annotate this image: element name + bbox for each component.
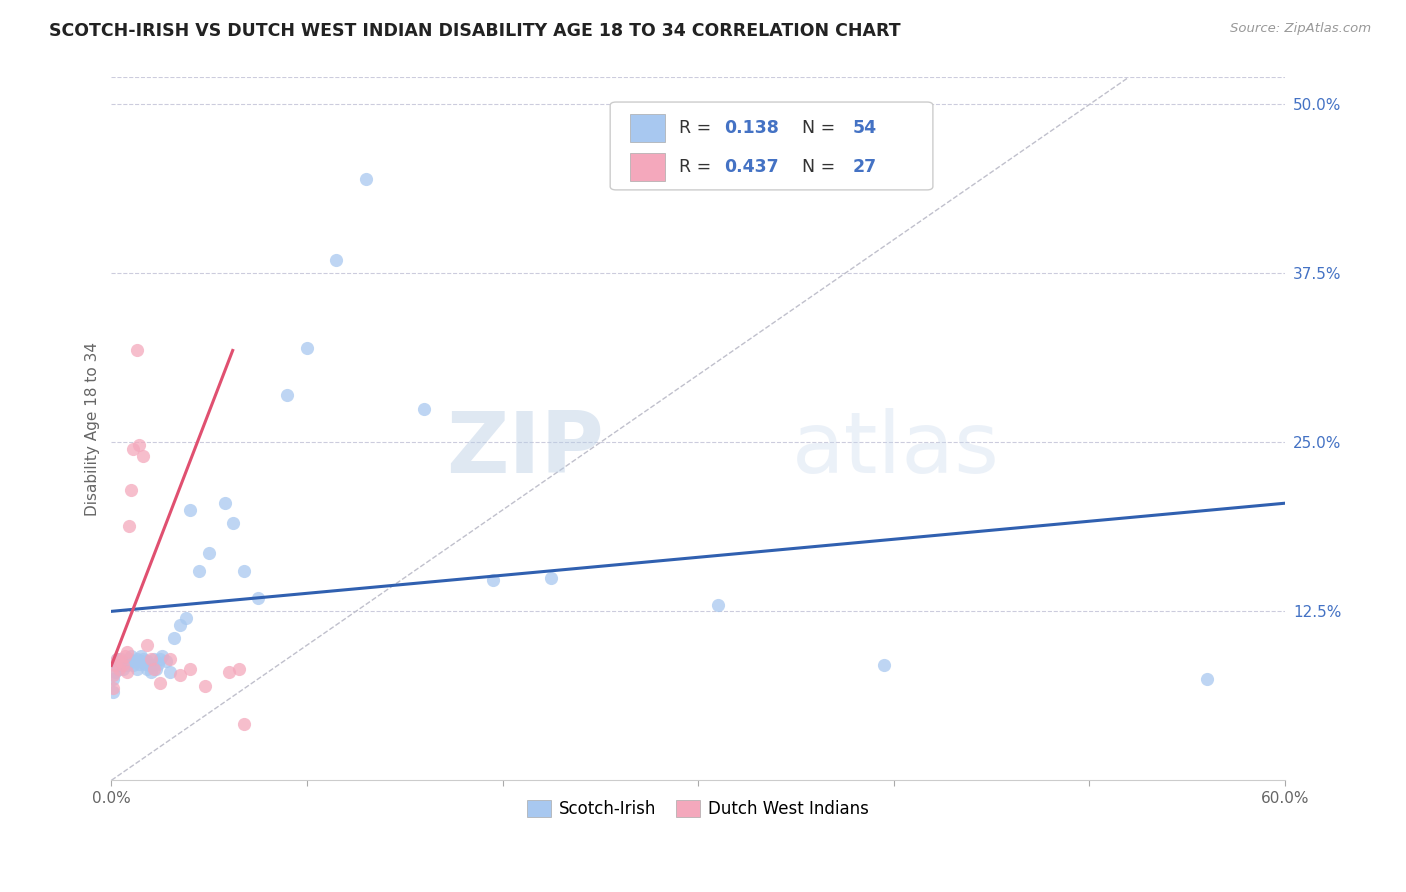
Point — [188, 564, 211, 578]
Point — [120, 648, 142, 663]
Point — [143, 663, 166, 677]
Point — [149, 651, 172, 665]
Point — [139, 651, 162, 665]
Text: N =: N = — [792, 158, 841, 176]
Text: 54: 54 — [853, 120, 877, 137]
Point — [131, 449, 153, 463]
Point — [128, 657, 150, 671]
Point — [103, 681, 125, 696]
Point — [112, 663, 135, 677]
Point — [174, 611, 197, 625]
Text: R =: R = — [679, 158, 717, 176]
Point — [115, 645, 138, 659]
Text: R =: R = — [679, 120, 717, 137]
Point — [228, 663, 250, 677]
Point — [103, 685, 125, 699]
Point — [221, 516, 243, 531]
Point — [149, 676, 172, 690]
Point — [108, 658, 131, 673]
Point — [143, 651, 166, 665]
Point — [150, 648, 173, 663]
Point — [159, 651, 181, 665]
FancyBboxPatch shape — [630, 114, 665, 142]
Point — [108, 663, 131, 677]
Point — [125, 651, 148, 665]
FancyBboxPatch shape — [630, 153, 665, 181]
Point — [233, 564, 256, 578]
Point — [295, 341, 318, 355]
Point — [141, 658, 163, 673]
Point — [120, 483, 142, 497]
Text: atlas: atlas — [792, 409, 1000, 491]
Point — [129, 654, 152, 668]
Point — [103, 672, 125, 686]
Point — [105, 658, 128, 673]
Point — [179, 663, 201, 677]
Point — [135, 663, 157, 677]
Point — [118, 651, 141, 665]
Point — [125, 343, 148, 358]
Point — [163, 632, 186, 646]
Point — [118, 519, 141, 533]
Point — [413, 401, 436, 416]
Point — [105, 651, 128, 665]
Point — [135, 638, 157, 652]
Text: 0.437: 0.437 — [724, 158, 779, 176]
Text: SCOTCH-IRISH VS DUTCH WEST INDIAN DISABILITY AGE 18 TO 34 CORRELATION CHART: SCOTCH-IRISH VS DUTCH WEST INDIAN DISABI… — [49, 22, 901, 40]
Point — [115, 665, 138, 680]
Point — [105, 651, 128, 665]
Legend: Scotch-Irish, Dutch West Indians: Scotch-Irish, Dutch West Indians — [520, 793, 876, 825]
Point — [114, 656, 136, 670]
Text: N =: N = — [792, 120, 841, 137]
Point — [120, 654, 142, 668]
Point — [148, 657, 170, 671]
Point — [129, 648, 152, 663]
Point — [131, 651, 153, 665]
Point — [145, 663, 167, 677]
Point — [134, 657, 156, 671]
Point — [103, 668, 125, 682]
Point — [122, 658, 145, 673]
Point — [1195, 672, 1218, 686]
Point — [115, 658, 138, 673]
Point — [198, 546, 221, 560]
Text: 27: 27 — [853, 158, 877, 176]
Text: 0.138: 0.138 — [724, 120, 779, 137]
Point — [104, 665, 127, 680]
Point — [135, 654, 157, 668]
Point — [169, 668, 191, 682]
Point — [114, 648, 136, 663]
Point — [125, 663, 148, 677]
Point — [112, 658, 135, 673]
Point — [138, 658, 160, 673]
Point — [124, 654, 146, 668]
Point — [110, 651, 132, 665]
Text: ZIP: ZIP — [447, 409, 605, 491]
Point — [247, 591, 270, 605]
Point — [218, 665, 240, 680]
Point — [540, 570, 562, 584]
Point — [276, 388, 298, 402]
Point — [110, 654, 132, 668]
Point — [233, 716, 256, 731]
Text: Source: ZipAtlas.com: Source: ZipAtlas.com — [1230, 22, 1371, 36]
Point — [214, 496, 236, 510]
Point — [706, 598, 728, 612]
Point — [194, 679, 217, 693]
Point — [159, 665, 181, 680]
FancyBboxPatch shape — [610, 102, 934, 190]
Point — [482, 574, 505, 588]
Point — [139, 665, 162, 680]
Point — [155, 654, 177, 668]
Point — [354, 171, 377, 186]
Point — [122, 442, 145, 457]
Point — [873, 658, 896, 673]
Point — [169, 618, 191, 632]
Y-axis label: Disability Age 18 to 34: Disability Age 18 to 34 — [86, 342, 100, 516]
Point — [128, 438, 150, 452]
Point — [104, 658, 127, 673]
Point — [325, 252, 347, 267]
Point — [179, 503, 201, 517]
